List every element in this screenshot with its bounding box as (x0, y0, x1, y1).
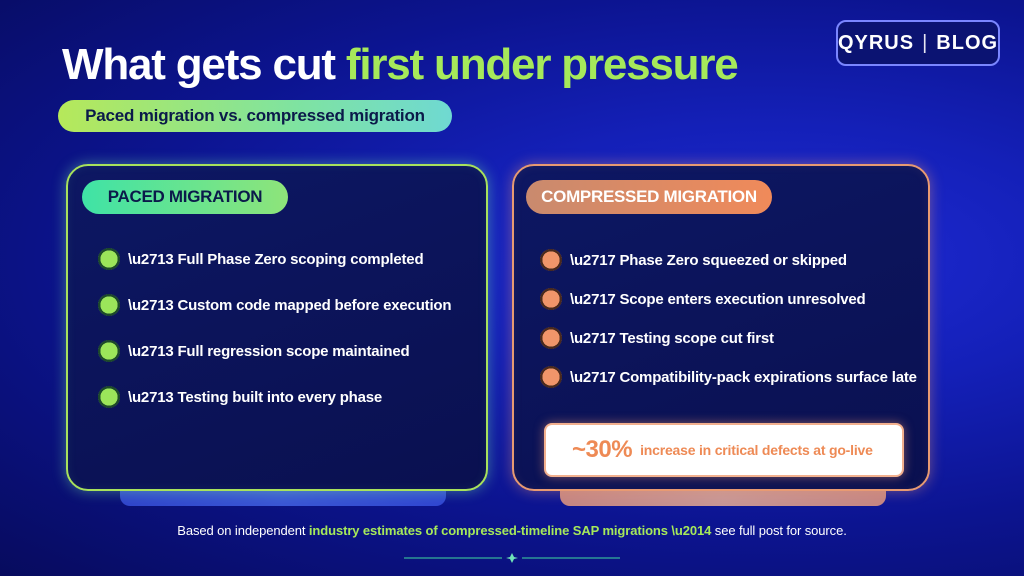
compressed-item: \u2717 Testing scope cut first (540, 327, 774, 349)
paced-item-text: \u2713 Full Phase Zero scoping completed (128, 250, 424, 268)
orange-bullet-icon (540, 288, 562, 310)
footnote-prefix: Based on independent (177, 523, 309, 538)
compressed-item-text: \u2717 Phase Zero squeezed or skipped (570, 251, 847, 269)
logo-separator: | (922, 31, 929, 54)
logo-section: BLOG (936, 31, 999, 54)
paced-migration-card: PACED MIGRATION \u2713 Full Phase Zero s… (66, 164, 488, 491)
compressed-migration-label: COMPRESSED MIGRATION (526, 180, 772, 214)
subtitle-pill: Paced migration vs. compressed migration (58, 100, 452, 132)
compressed-item: \u2717 Compatibility-pack expirations su… (540, 366, 917, 388)
footnote-highlight: industry estimates of compressed-timelin… (308, 523, 712, 538)
green-bullet-icon (98, 386, 120, 408)
defect-stat-callout: ~30% increase in critical defects at go-… (544, 423, 904, 477)
paced-migration-label: PACED MIGRATION (82, 180, 288, 214)
sparkle-icon (506, 553, 518, 563)
stat-label: increase in critical defects at go-live (640, 442, 873, 458)
compressed-item: \u2717 Scope enters execution unresolved (540, 288, 866, 310)
paced-item: \u2713 Testing built into every phase (98, 386, 382, 408)
paced-item: \u2713 Full Phase Zero scoping completed (98, 248, 424, 270)
footnote-suffix: see full post for source. (711, 523, 847, 538)
paced-item-text: \u2713 Testing built into every phase (128, 388, 383, 406)
compressed-item: \u2717 Phase Zero squeezed or skipped (540, 249, 847, 271)
orange-bullet-icon (540, 327, 562, 349)
stat-value: ~30% (572, 436, 633, 463)
compressed-item-text: \u2717 Scope enters execution unresolved (570, 290, 866, 308)
paced-item-text: \u2713 Full regression scope maintained (128, 342, 410, 360)
green-bullet-icon (98, 340, 120, 362)
title-plain: What gets cut (62, 40, 346, 89)
paced-item: \u2713 Custom code mapped before executi… (98, 294, 452, 316)
compressed-card-glow (560, 488, 886, 506)
paced-card-glow (120, 488, 446, 506)
green-bullet-icon (98, 294, 120, 316)
orange-bullet-icon (540, 249, 562, 271)
compressed-migration-card: COMPRESSED MIGRATION \u2717 Phase Zero s… (512, 164, 930, 491)
paced-item: \u2713 Full regression scope maintained (98, 340, 410, 362)
page-title: What gets cut first under pressure (62, 38, 739, 92)
title-accent: first under pressure (345, 40, 739, 89)
source-footnote: Based on independent industry estimates … (0, 523, 1024, 538)
logo-brand: QYRUS (837, 31, 915, 54)
brand-logo[interactable]: QYRUS | BLOG (836, 20, 1000, 66)
paced-item-text: \u2713 Custom code mapped before executi… (128, 296, 452, 314)
compressed-item-text: \u2717 Compatibility-pack expirations su… (570, 368, 917, 386)
orange-bullet-icon (540, 366, 562, 388)
sparkle-divider (404, 553, 620, 563)
green-bullet-icon (98, 248, 120, 270)
compressed-item-text: \u2717 Testing scope cut first (570, 329, 774, 347)
